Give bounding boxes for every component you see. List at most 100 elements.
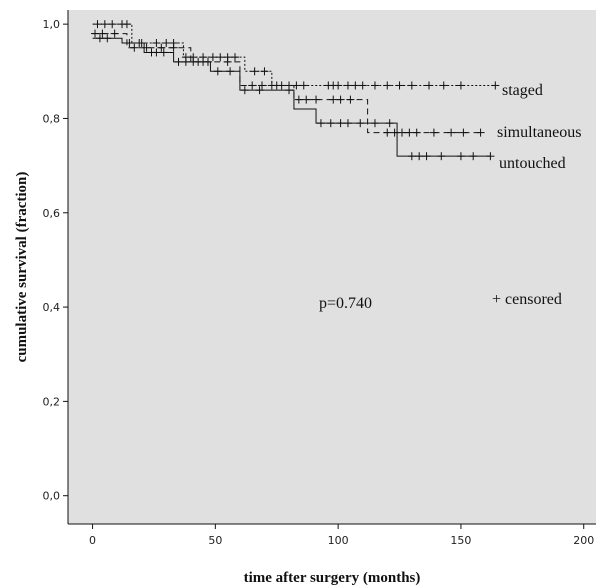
censor-mark-simultaneous	[91, 29, 100, 38]
censored-note: + censored	[492, 291, 562, 308]
censor-mark-staged	[208, 53, 217, 62]
censor-mark-simultaneous	[248, 81, 257, 90]
censor-mark-staged	[370, 81, 379, 90]
censor-mark-untouched	[95, 34, 104, 43]
y-tick-label: 0,8	[43, 112, 61, 125]
x-tick-label: 150	[450, 534, 471, 547]
y-tick-label: 0,2	[43, 395, 61, 408]
y-tick-label: 0,0	[43, 490, 61, 503]
censor-mark-simultaneous	[312, 95, 321, 104]
series-layer	[91, 20, 500, 161]
censor-mark-staged	[250, 67, 259, 76]
censor-mark-simultaneous	[336, 95, 345, 104]
censor-mark-staged	[491, 81, 500, 90]
censor-mark-staged	[334, 81, 343, 90]
censor-mark-untouched	[316, 119, 325, 128]
censor-mark-simultaneous	[397, 128, 406, 137]
legend-label-untouched: untouched	[499, 155, 566, 172]
censor-mark-untouched	[437, 152, 446, 161]
censor-mark-simultaneous	[130, 43, 139, 52]
y-tick-label: 0,4	[43, 301, 61, 314]
censor-mark-staged	[383, 81, 392, 90]
censor-mark-staged	[407, 81, 416, 90]
censor-mark-staged	[395, 81, 404, 90]
censor-mark-simultaneous	[429, 128, 438, 137]
censor-mark-untouched	[226, 67, 235, 76]
y-tick-label: 0,6	[43, 207, 61, 220]
censor-mark-staged	[216, 53, 225, 62]
censor-mark-untouched	[174, 57, 183, 66]
censor-mark-untouched	[103, 34, 112, 43]
censor-mark-simultaneous	[258, 81, 267, 90]
censor-mark-staged	[425, 81, 434, 90]
censor-mark-staged	[299, 81, 308, 90]
censor-mark-simultaneous	[98, 29, 107, 38]
censor-mark-simultaneous	[476, 128, 485, 137]
censor-mark-staged	[93, 20, 102, 29]
censor-mark-untouched	[415, 152, 424, 161]
censor-mark-untouched	[285, 86, 294, 95]
censor-mark-simultaneous	[383, 128, 392, 137]
censor-mark-staged	[439, 81, 448, 90]
censor-mark-staged	[152, 39, 161, 48]
censor-mark-untouched	[255, 86, 264, 95]
y-tick-label: 1,0	[43, 18, 61, 31]
censor-mark-untouched	[370, 119, 379, 128]
censor-mark-untouched	[189, 57, 198, 66]
x-axis-title: time after surgery (months)	[244, 570, 421, 586]
censor-mark-staged	[230, 53, 239, 62]
censor-mark-simultaneous	[272, 81, 281, 90]
x-ticks: 0 50 100 150 200	[89, 524, 594, 547]
censor-mark-simultaneous	[157, 43, 166, 52]
censor-mark-staged	[260, 67, 269, 76]
censor-mark-untouched	[356, 119, 365, 128]
censor-mark-staged	[100, 20, 109, 29]
x-tick-label: 200	[573, 534, 594, 547]
censor-mark-untouched	[343, 119, 352, 128]
censor-mark-simultaneous	[169, 43, 178, 52]
survival-curve-staged	[92, 23, 496, 86]
censor-mark-simultaneous	[405, 128, 414, 137]
censor-mark-staged	[108, 20, 117, 29]
censor-mark-untouched	[240, 86, 249, 95]
censor-mark-untouched	[407, 152, 416, 161]
censor-mark-simultaneous	[110, 29, 119, 38]
censor-mark-simultaneous	[447, 128, 456, 137]
censor-mark-untouched	[213, 67, 222, 76]
censor-mark-staged	[456, 81, 465, 90]
censor-mark-untouched	[336, 119, 345, 128]
plot-background	[68, 10, 596, 524]
legend-label-staged: staged	[502, 82, 543, 99]
censor-mark-untouched	[152, 48, 161, 57]
censor-mark-simultaneous	[459, 128, 468, 137]
p-value-annotation: p=0.740	[319, 295, 372, 312]
censor-mark-untouched	[469, 152, 478, 161]
censor-mark-staged	[162, 39, 171, 48]
censor-mark-untouched	[385, 119, 394, 128]
y-ticks: 0,0 0,2 0,4 0,6 0,8 1,0	[43, 18, 68, 503]
censor-mark-untouched	[181, 57, 190, 66]
censor-mark-simultaneous	[329, 95, 338, 104]
censor-mark-simultaneous	[346, 95, 355, 104]
censor-mark-staged	[358, 81, 367, 90]
censor-mark-untouched	[159, 48, 168, 57]
censor-mark-untouched	[486, 152, 495, 161]
censor-mark-simultaneous	[294, 95, 303, 104]
censor-mark-simultaneous	[223, 57, 232, 66]
x-tick-label: 0	[89, 534, 96, 547]
censor-mark-untouched	[456, 152, 465, 161]
censor-mark-untouched	[326, 119, 335, 128]
censor-mark-untouched	[199, 57, 208, 66]
censor-mark-untouched	[125, 39, 134, 48]
y-axis-title: cumulative survival (fraction)	[14, 172, 30, 363]
x-tick-label: 100	[328, 534, 349, 547]
legend-label-simultaneous: simultaneous	[497, 124, 581, 141]
censor-mark-staged	[343, 81, 352, 90]
censor-mark-untouched	[135, 39, 144, 48]
censor-mark-staged	[122, 20, 131, 29]
x-tick-label: 50	[208, 534, 222, 547]
censor-mark-simultaneous	[302, 95, 311, 104]
censor-mark-staged	[351, 81, 360, 90]
censor-mark-untouched	[422, 152, 431, 161]
